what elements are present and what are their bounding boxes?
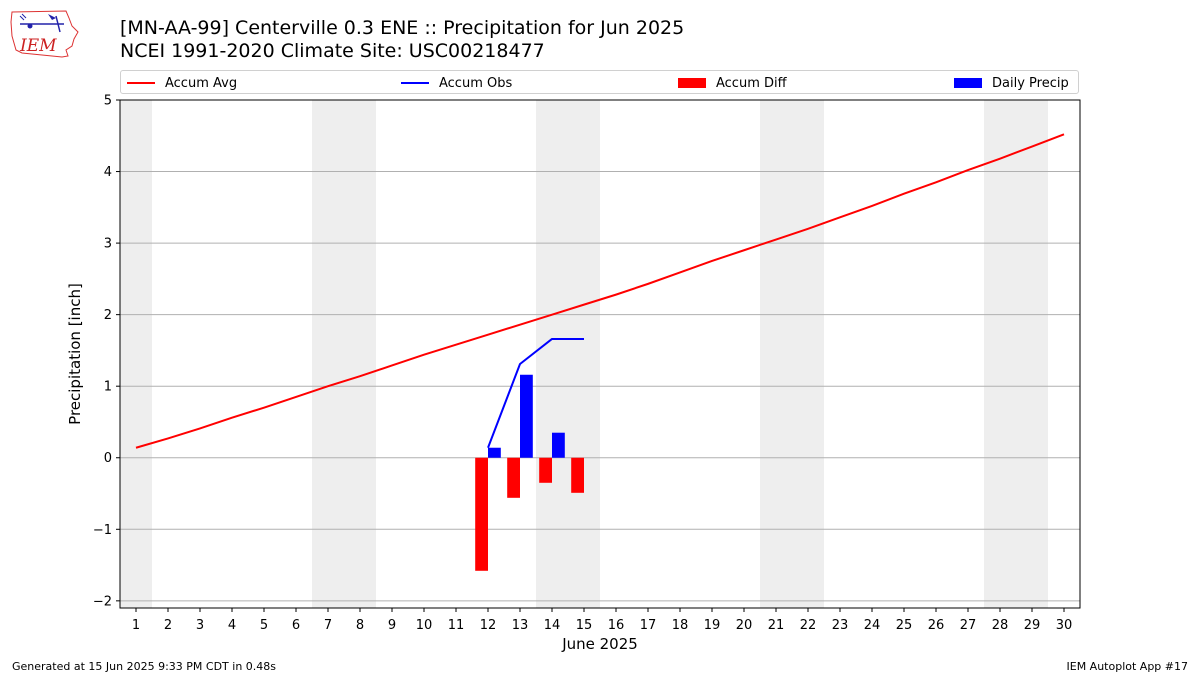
logo-text: IEM [19, 36, 57, 56]
chart-title: [MN-AA-99] Centerville 0.3 ENE :: Precip… [120, 17, 685, 39]
y-tick-label: −2 [93, 594, 112, 609]
accum-diff-bar [475, 457, 488, 571]
legend-label-accum-obs: Accum Obs [439, 75, 513, 91]
x-tick-label: 2 [164, 618, 172, 633]
accum-diff-bar [539, 457, 552, 483]
x-tick-label: 22 [800, 618, 817, 633]
x-tick-label: 14 [544, 618, 561, 633]
x-tick-label: 8 [356, 618, 364, 633]
legend-swatch-daily-precip [954, 78, 982, 88]
accum-diff-bar [507, 457, 520, 498]
x-tick-label: 26 [928, 618, 945, 633]
x-tick-label: 12 [480, 618, 497, 633]
app-label: IEM Autoplot App #17 [1066, 660, 1189, 673]
x-tick-label: 21 [768, 618, 785, 633]
x-tick-label: 1 [132, 618, 140, 633]
legend-label-accum-diff: Accum Diff [716, 75, 787, 91]
weekend-band [792, 100, 824, 608]
legend-label-accum-avg: Accum Avg [165, 75, 238, 91]
x-tick-label: 11 [448, 618, 465, 633]
x-tick-label: 4 [228, 618, 236, 633]
legend-swatch-accum-avg [127, 82, 155, 84]
x-tick-label: 7 [324, 618, 332, 633]
weekend-band [536, 100, 568, 608]
x-tick-label: 29 [1024, 618, 1041, 633]
chart-legend: Accum Avg Accum Obs Accum Diff Daily Pre… [120, 70, 1079, 94]
legend-item-accum-avg: Accum Avg [127, 71, 237, 95]
x-tick-label: 6 [292, 618, 300, 633]
accum-avg-line [135, 133, 1065, 449]
y-tick-label: 2 [104, 308, 112, 323]
weekend-band [1016, 100, 1048, 608]
weekend-band [344, 100, 376, 608]
legend-item-accum-diff: Accum Diff [678, 71, 787, 95]
x-tick-label: 15 [576, 618, 593, 633]
legend-swatch-accum-obs [401, 82, 429, 84]
legend-item-accum-obs: Accum Obs [401, 71, 512, 95]
x-tick-label: 20 [736, 618, 753, 633]
x-tick-label: 18 [672, 618, 689, 633]
x-tick-label: 5 [260, 618, 268, 633]
daily-precip-bar [488, 447, 501, 458]
accum-diff-bar [571, 457, 584, 493]
y-tick-label: −1 [93, 523, 112, 538]
legend-label-daily-precip: Daily Precip [992, 75, 1069, 91]
daily-precip-bar [552, 432, 565, 458]
x-tick-label: 27 [960, 618, 977, 633]
x-tick-label: 23 [832, 618, 849, 633]
generated-timestamp: Generated at 15 Jun 2025 9:33 PM CDT in … [12, 660, 277, 673]
x-tick-label: 24 [864, 618, 881, 633]
weekend-band [312, 100, 344, 608]
x-tick-label: 30 [1056, 618, 1073, 633]
accum-obs-line [487, 337, 584, 449]
x-tick-label: 28 [992, 618, 1009, 633]
y-axis-label: Precipitation [inch] [66, 283, 84, 425]
x-tick-label: 19 [704, 618, 721, 633]
x-tick-label: 16 [608, 618, 625, 633]
x-tick-label: 17 [640, 618, 657, 633]
y-tick-label: 5 [104, 94, 112, 109]
y-tick-label: 4 [104, 165, 112, 180]
iem-logo: IEM [10, 10, 79, 58]
x-tick-label: 3 [196, 618, 204, 633]
chart-subtitle: NCEI 1991-2020 Climate Site: USC00218477 [120, 40, 545, 62]
daily-precip-bar [520, 374, 533, 458]
x-tick-label: 13 [512, 618, 529, 633]
x-tick-label: 9 [388, 618, 396, 633]
legend-swatch-accum-diff [678, 78, 706, 88]
weekend-band [568, 100, 600, 608]
y-tick-label: 1 [104, 380, 112, 395]
weekend-band [984, 100, 1016, 608]
weekend-band [760, 100, 792, 608]
y-tick-label: 3 [104, 237, 112, 252]
x-tick-label: 10 [416, 618, 433, 633]
weekend-band [120, 100, 152, 608]
x-tick-label: 25 [896, 618, 913, 633]
legend-item-daily-precip: Daily Precip [954, 71, 1069, 95]
y-tick-label: 0 [104, 451, 112, 466]
x-axis-label: June 2025 [561, 635, 638, 653]
plot-frame [119, 99, 1081, 609]
